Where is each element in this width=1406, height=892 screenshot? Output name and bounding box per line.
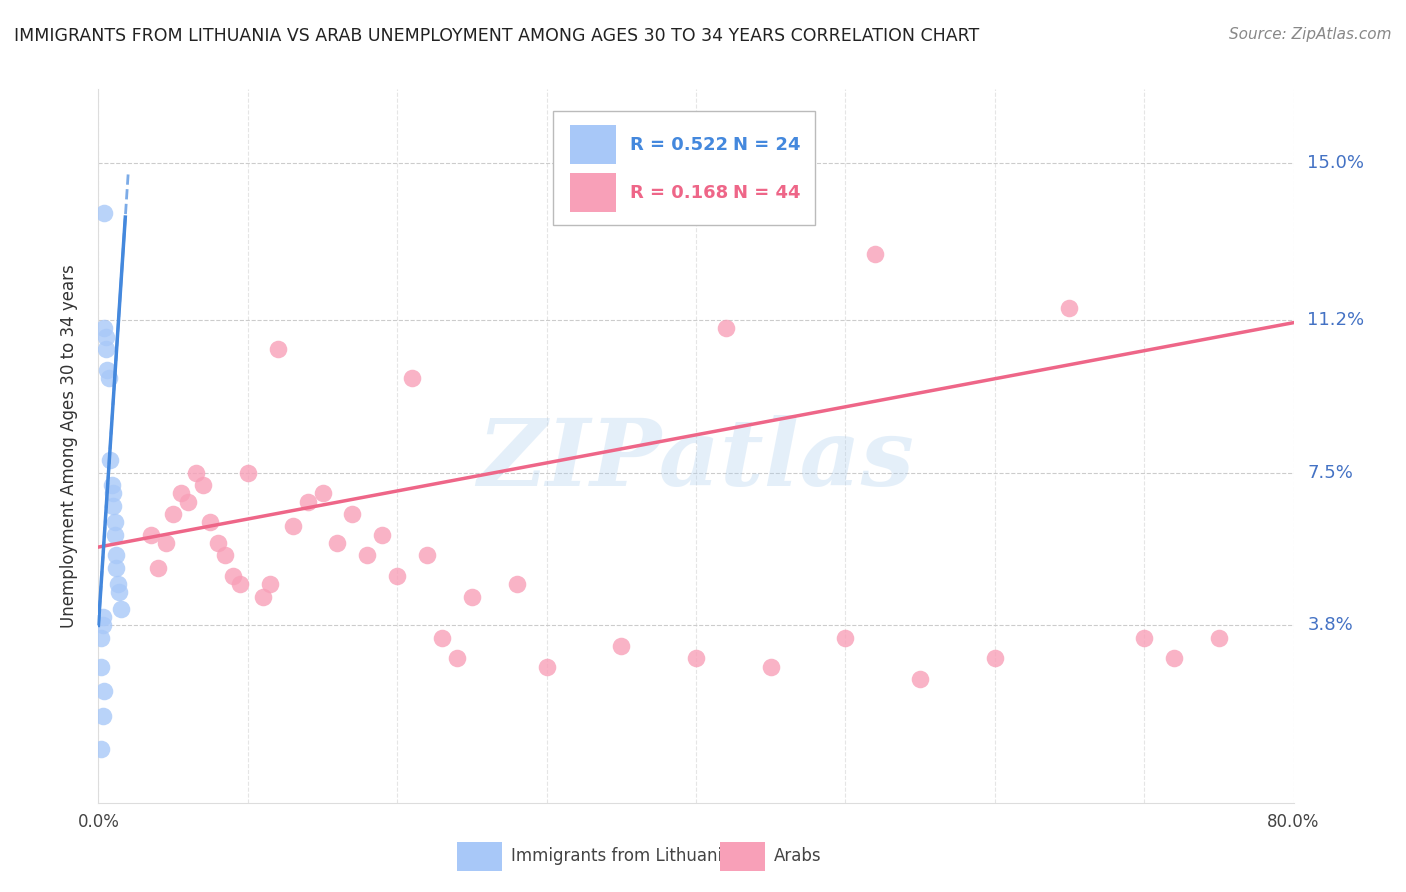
Point [207,536,229,550]
Point [1059,301,1081,315]
Point [297,494,319,508]
Point [222,569,245,583]
Point [401,371,423,385]
Point [155,536,177,550]
Point [90,742,112,756]
Point [908,672,931,686]
Text: Immigrants from Lithuania: Immigrants from Lithuania [510,847,733,864]
Point [267,342,290,356]
Point [105,560,128,574]
Point [104,516,127,530]
Y-axis label: Unemployment Among Ages 30 to 34 years: Unemployment Among Ages 30 to 34 years [59,264,77,628]
Point [101,478,124,492]
Point [685,651,707,665]
Point [98,453,122,467]
Point [103,486,125,500]
Point [94,329,117,343]
Point [91,618,114,632]
Point [461,590,484,604]
Point [177,494,200,508]
Point [536,659,558,673]
Point [91,709,114,723]
Point [865,247,887,261]
Point [759,659,782,673]
Bar [457,842,502,871]
Point [311,486,333,500]
Text: R = 0.168: R = 0.168 [630,184,728,202]
Point [714,321,737,335]
Bar [720,842,765,871]
Point [229,577,252,591]
Point [356,549,378,563]
Point [252,590,274,604]
Bar [571,173,616,212]
Text: N = 24: N = 24 [733,136,800,153]
Point [104,527,127,541]
Text: R = 0.522: R = 0.522 [630,136,728,153]
Point [1208,631,1230,645]
Point [107,577,129,591]
Point [91,610,114,624]
Point [983,651,1005,665]
Point [1133,631,1156,645]
Point [342,507,364,521]
Point [94,342,117,356]
Point [148,560,170,574]
Point [371,527,394,541]
Point [93,206,115,220]
Point [446,651,468,665]
Point [96,362,118,376]
Text: Source: ZipAtlas.com: Source: ZipAtlas.com [1229,27,1392,42]
Point [184,466,207,480]
Point [169,486,191,500]
Bar [571,125,616,164]
Point [191,478,214,492]
Point [110,602,132,616]
Point [90,659,112,673]
Point [162,507,184,521]
Point [281,519,304,533]
Point [259,577,281,591]
Text: IMMIGRANTS FROM LITHUANIA VS ARAB UNEMPLOYMENT AMONG AGES 30 TO 34 YEARS CORRELA: IMMIGRANTS FROM LITHUANIA VS ARAB UNEMPL… [14,27,980,45]
Point [236,466,259,480]
Point [416,549,439,563]
Text: Arabs: Arabs [773,847,821,864]
Point [1163,651,1185,665]
Point [430,631,453,645]
Point [93,321,115,335]
Point [105,549,128,563]
Point [90,631,112,645]
Point [385,569,409,583]
Text: 11.2%: 11.2% [1308,311,1365,329]
Text: 3.8%: 3.8% [1308,616,1353,634]
Point [93,684,115,698]
Point [506,577,529,591]
Text: 15.0%: 15.0% [1308,154,1364,172]
FancyBboxPatch shape [553,111,815,225]
Point [326,536,349,550]
Point [103,499,125,513]
Text: N = 44: N = 44 [733,184,800,202]
Point [139,527,162,541]
Point [108,585,131,599]
Text: ZIPatlas: ZIPatlas [478,416,914,505]
Text: 7.5%: 7.5% [1308,464,1354,482]
Point [834,631,856,645]
Point [214,549,236,563]
Point [610,639,633,653]
Point [200,516,222,530]
Point [97,371,120,385]
